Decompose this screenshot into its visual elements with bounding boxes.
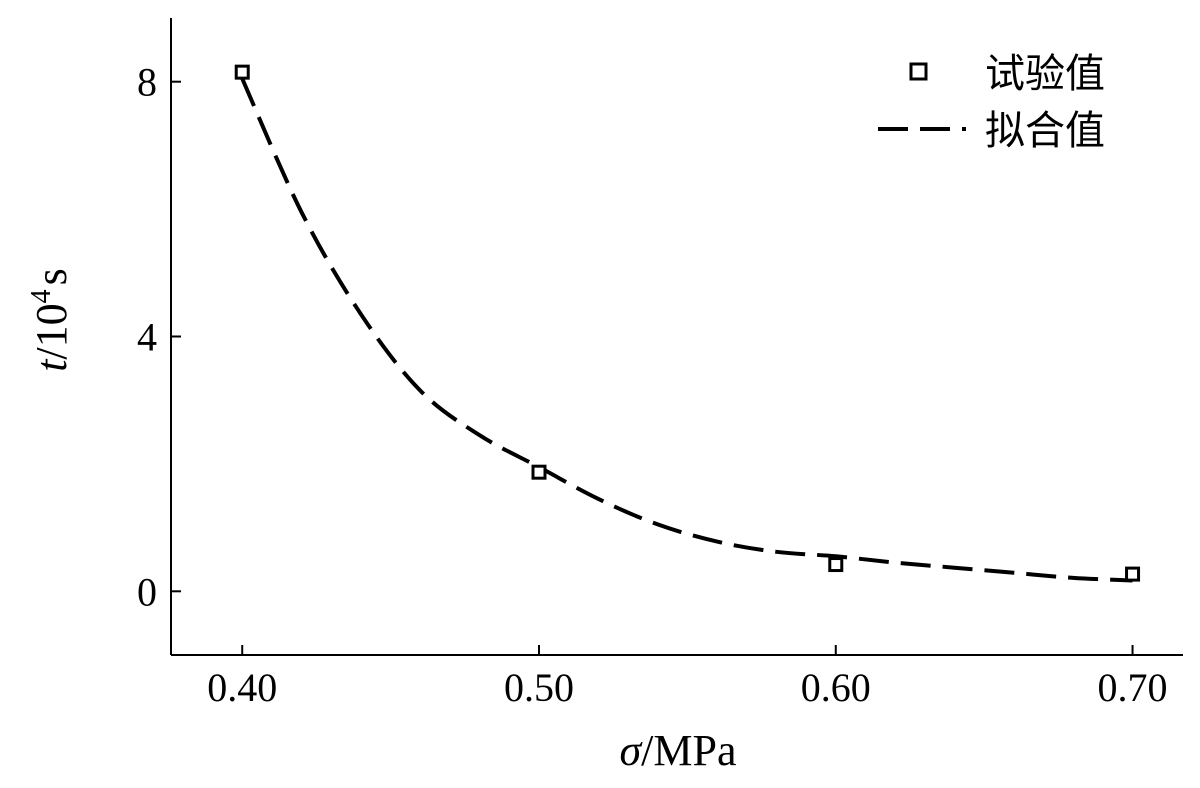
y-tick-label: 0 — [137, 569, 157, 614]
legend-marker-experimental — [909, 62, 928, 81]
y-axis-unit-base: /10 — [27, 303, 76, 359]
legend: 试验值 拟合值 — [878, 51, 1105, 154]
y-axis-unit-tail: s — [27, 268, 76, 285]
x-tick-label: 0.70 — [1098, 665, 1168, 710]
legend-label-experimental: 试验值 — [985, 51, 1105, 97]
legend-label-fit: 拟合值 — [985, 108, 1105, 154]
data-point-marker — [828, 557, 844, 573]
x-axis-symbol: σ — [619, 726, 643, 775]
y-tick-label: 4 — [137, 315, 157, 360]
x-tick-label: 0.60 — [801, 665, 871, 710]
x-axis-title: σ/MPa — [619, 726, 736, 775]
y-tick-label: 8 — [137, 60, 157, 105]
x-tick-label: 0.50 — [504, 665, 574, 710]
fit-curve — [240, 77, 1133, 583]
data-point-marker — [234, 64, 250, 80]
ticks: 0.40 0.50 0.60 0.70 0 4 8 — [137, 60, 1168, 710]
plot-area — [234, 64, 1141, 583]
x-axis-unit: /MPa — [641, 726, 736, 775]
x-tick-label: 0.40 — [207, 665, 277, 710]
data-point-marker — [531, 464, 547, 480]
y-axis-title: t/104 s — [26, 268, 76, 372]
data-point-marker — [1125, 566, 1141, 582]
y-axis-symbol: t — [27, 358, 76, 372]
y-axis-unit-exp: 4 — [26, 289, 57, 303]
